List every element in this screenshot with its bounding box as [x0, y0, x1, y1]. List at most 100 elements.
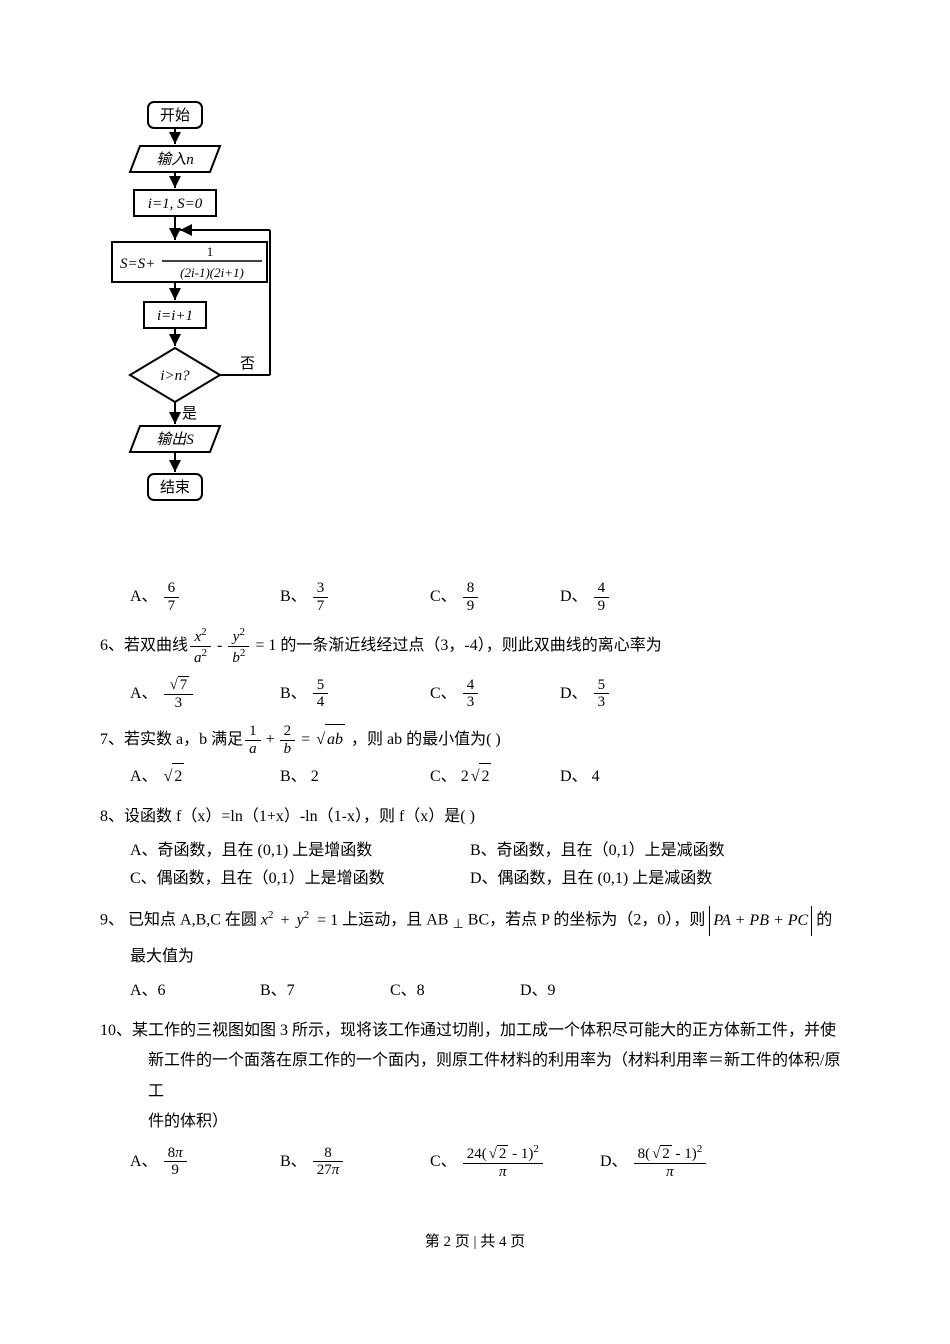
q9-options: A、6 B、7 C、8 D、9	[130, 978, 850, 1004]
flowchart-svg: 开始 输入n i=1, S=0 S=S+ 1 (2i-1)(2i+1) i=i+…	[110, 100, 330, 540]
fc-start: 开始	[160, 107, 190, 124]
frac: 49	[594, 580, 610, 614]
q9: 9、 已知点 A,B,C 在圆 x2 + y2 = 1 上运动，且 AB ⊥ B…	[100, 905, 850, 936]
q7-opt-c: C、 2 2	[430, 763, 560, 790]
frac: 53	[594, 677, 610, 711]
val: 4	[592, 764, 600, 790]
coef: 2	[461, 764, 469, 790]
fc-input: 输入n	[156, 151, 194, 168]
frac: 24(2 - 1)2 π	[463, 1143, 543, 1180]
q10-opt-d: D、 8(2 - 1)2 π	[600, 1143, 750, 1180]
fc-no: 否	[240, 356, 255, 372]
q-num: 6、	[100, 631, 124, 661]
q5-options: A、 67 B、 37 C、 89 D、 49	[130, 580, 850, 614]
sqrt: 2	[469, 763, 492, 790]
frac: 67	[164, 580, 180, 614]
q7-options: A、 2 B、 2 C、 2 2 D、 4	[130, 763, 850, 790]
q7: 7、 若实数 a，b 满足 1a + 2b = ab ，则 ab 的最小值为( …	[100, 723, 850, 757]
q6-opt-d: D、 53	[560, 676, 710, 711]
q6-opt-a: A、 7 3	[130, 676, 280, 711]
q10-options: A、 8π 9 B、 8 27π C、 24(2 - 1)2 π D、 8(2 …	[130, 1143, 850, 1180]
opt-label: C、	[430, 584, 457, 610]
q9-pre: 已知点 A,B,C 在圆	[128, 912, 257, 929]
eq-rhs: = 1	[255, 631, 276, 661]
eq: =	[301, 725, 310, 755]
q8-opt-a: A、奇函数，且在 (0,1) 上是增函数	[130, 838, 470, 864]
q7-t2: 2b	[280, 723, 296, 757]
fc-cond: i>n?	[160, 368, 190, 384]
x: x	[261, 912, 268, 929]
opt-label: D、	[560, 681, 588, 707]
frac: 37	[313, 580, 329, 614]
opt-label: D、	[600, 1149, 628, 1175]
q9-opt-b: B、7	[260, 978, 390, 1004]
fc-end: 结束	[160, 479, 190, 496]
perp-icon: ⊥	[452, 912, 463, 937]
abs-vec: PA + PB + PC	[709, 906, 812, 936]
plus: +	[281, 912, 290, 929]
fc-sum-den: (2i-1)(2i+1)	[180, 265, 244, 280]
q10-l3: 件的体积）	[100, 1107, 850, 1137]
frac: 43	[463, 677, 479, 711]
q5-opt-a: A、 67	[130, 580, 280, 614]
q-num: 7、	[100, 725, 124, 755]
opt-label: A、	[130, 764, 158, 790]
q5-opt-c: C、 89	[430, 580, 560, 614]
q8-opt-d: D、偶函数，且在 (0,1) 上是减函数	[470, 866, 810, 892]
y: y	[297, 912, 304, 929]
opt-label: C、	[430, 764, 457, 790]
q-num: 8、	[100, 808, 124, 825]
q10-opt-b: B、 8 27π	[280, 1143, 430, 1180]
q10: 10、某工作的三视图如图 3 所示，现将该工作通过切削，加工成一个体积尽可能大的…	[100, 1016, 850, 1138]
q7-mid: ，则 ab 的最小值为( )	[351, 725, 501, 755]
plus: +	[266, 725, 275, 755]
q6: 6、 若双曲线 x2 a2 - y2 b2 = 1 的一条渐近线经过点（3，-4…	[100, 626, 850, 666]
q9-mid2: BC，若点 P 的坐标为（2，0），则	[468, 912, 706, 929]
fc-init: i=1, S=0	[148, 196, 203, 212]
q9-post: 的	[816, 912, 832, 929]
fc-output: 输出S	[156, 431, 194, 448]
sqrt: 2	[162, 763, 185, 790]
q10-l2: 新工件的一个面落在原工作的一个面内，则原工件材料的利用率为（材料利用率＝新工件的…	[100, 1046, 850, 1107]
opt-label: B、	[280, 584, 307, 610]
opt-label: A、	[130, 681, 158, 707]
q7-t1: 1a	[245, 723, 261, 757]
q6-xterm: x2 a2	[190, 626, 211, 666]
q6-post: 的一条渐近线经过点（3，-4），则此双曲线的离心率为	[280, 631, 661, 661]
opt-label: D、	[560, 764, 588, 790]
q10-opt-a: A、 8π 9	[130, 1143, 280, 1180]
q-num: 10、	[100, 1022, 132, 1039]
q6-yterm: y2 b2	[228, 626, 249, 666]
q9-opt-c: C、8	[390, 978, 520, 1004]
q9-line2: 最大值为	[100, 942, 850, 972]
eq-rhs: = 1	[317, 912, 338, 929]
q8-opt-b: B、奇函数，且在（0,1）上是减函数	[470, 838, 810, 864]
frac: 89	[463, 580, 479, 614]
q6-opt-c: C、 43	[430, 676, 560, 711]
q10-opt-c: C、 24(2 - 1)2 π	[430, 1143, 600, 1180]
q7-opt-b: B、 2	[280, 763, 430, 790]
q8-text: 设函数 f（x）=ln（1+x）-ln（1-x），则 f（x）是( )	[124, 808, 475, 825]
q8: 8、设函数 f（x）=ln（1+x）-ln（1-x），则 f（x）是( )	[100, 802, 850, 832]
minus: -	[213, 631, 226, 661]
page: 开始 输入n i=1, S=0 S=S+ 1 (2i-1)(2i+1) i=i+…	[0, 0, 950, 1291]
frac: 8(2 - 1)2 π	[634, 1143, 707, 1180]
opt-label: A、	[130, 584, 158, 610]
opt-label: A、	[130, 1149, 158, 1175]
q-num: 9、	[100, 912, 124, 929]
frac: 8 27π	[313, 1145, 344, 1179]
q6-options: A、 7 3 B、 54 C、 43 D、 53	[130, 676, 850, 711]
fc-sum-num: 1	[207, 244, 214, 259]
q6-pre: 若双曲线	[124, 631, 188, 661]
q6-opt-b: B、 54	[280, 676, 430, 711]
q9-mid1: 上运动，且 AB	[342, 912, 448, 929]
q5-opt-b: B、 37	[280, 580, 430, 614]
opt-label: C、	[430, 1149, 457, 1175]
q7-opt-d: D、 4	[560, 763, 710, 790]
fc-incr: i=i+1	[157, 308, 193, 324]
q9-opt-a: A、6	[130, 978, 260, 1004]
page-footer: 第 2 页 | 共 4 页	[100, 1230, 850, 1251]
q8-options: A、奇函数，且在 (0,1) 上是增函数 B、奇函数，且在（0,1）上是减函数 …	[130, 838, 850, 893]
opt-label: B、	[280, 681, 307, 707]
sqrt-ab: ab	[314, 724, 345, 755]
